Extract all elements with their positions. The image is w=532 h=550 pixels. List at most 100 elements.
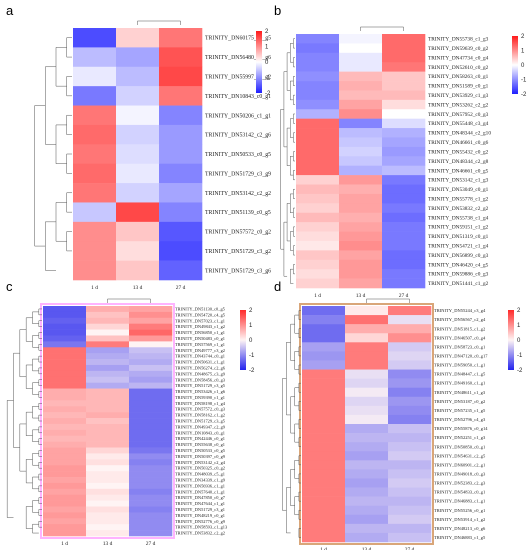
dendrogram-branch: [293, 264, 295, 275]
dendrogram-branch: [66, 192, 72, 213]
heatmap-cell: [382, 165, 426, 176]
heatmap-cell: [339, 52, 383, 63]
heatmap-cell: [339, 231, 383, 242]
row-label: TRINITY_DN55738_c1_g4: [428, 215, 489, 221]
dendrogram-branch: [298, 528, 301, 538]
heatmap-cell: [159, 47, 203, 68]
row-label: TRINITY_DN55432_c0_g2: [428, 149, 489, 155]
dendrogram-branch: [6, 400, 14, 518]
legend-tick-label: 2: [249, 308, 253, 314]
heatmap-cell: [302, 478, 346, 488]
heatmap-cell: [345, 424, 389, 434]
heatmap-cell: [43, 323, 87, 330]
heatmap-cell: [129, 530, 173, 537]
color-legend-bar: [256, 31, 262, 93]
legend-tick-label: 2: [521, 34, 525, 40]
dendrogram-branch: [32, 406, 39, 419]
row-label: TRINITY_DN58593_c1_g13: [175, 525, 228, 530]
row-label: TRINITY_DN52383_c2_g3: [434, 481, 486, 486]
dendrogram-branch: [32, 523, 39, 534]
heatmap-cell: [339, 250, 383, 261]
heatmap-cell: [129, 406, 173, 413]
heatmap-cell: [73, 163, 117, 184]
heatmap-cell: [129, 482, 173, 490]
heatmap-cell: [302, 424, 346, 434]
heatmap-cell: [345, 396, 389, 407]
heatmap-cell: [43, 512, 87, 519]
dendrogram-branch: [32, 335, 39, 348]
heatmap-cell: [43, 335, 87, 342]
heatmap-cell: [302, 324, 346, 334]
row-label: TRINITY_DN51139_c0_g5: [205, 210, 271, 216]
legend-tick-label: 0: [521, 63, 525, 69]
heatmap-cell: [345, 306, 389, 316]
heatmap-cell: [345, 514, 389, 525]
heatmap-cell: [382, 99, 426, 110]
heatmap-cell: [129, 435, 173, 442]
heatmap-cell: [345, 487, 389, 497]
row-label: TRINITY_DN10843_c0_g1: [205, 94, 271, 100]
heatmap-cell: [43, 530, 87, 537]
dendrogram-branch: [283, 221, 288, 277]
dendrogram-branch: [293, 151, 295, 162]
heatmap-cell: [43, 494, 87, 501]
row-label: TRINITY_DN51729_c3_g5: [175, 419, 226, 424]
heatmap-cell: [159, 144, 203, 164]
heatmap-cell: [86, 423, 130, 431]
heatmap-cell: [296, 109, 340, 119]
heatmap-cell: [296, 240, 340, 251]
column-label: 27 d: [399, 293, 409, 299]
heatmap-cell: [86, 453, 130, 460]
heatmap-cell: [296, 118, 340, 129]
heatmap-cell: [382, 43, 426, 54]
heatmap-cell: [129, 388, 173, 395]
row-label: TRINITY_DN55738_c1_g3: [428, 37, 489, 43]
heatmap-cell: [296, 269, 340, 279]
heatmap-cell: [159, 86, 203, 106]
heatmap-cell: [302, 487, 346, 497]
dendrogram-branch: [32, 382, 39, 395]
heatmap-cell: [86, 364, 130, 372]
heatmap-cell: [129, 471, 173, 478]
heatmap-cell: [345, 469, 389, 479]
heatmap-cell: [86, 506, 130, 513]
heatmap-cell: [86, 447, 130, 454]
row-label: TRINITY_DN57640_c1_g1: [175, 489, 225, 494]
heatmap-cell: [382, 137, 426, 148]
legend-tick-label: -1: [249, 353, 255, 359]
row-label: TRINITY_DN57572_c0_g2: [205, 230, 271, 236]
row-label: TRINITY_DN55997_c1_g2: [205, 74, 271, 80]
panel-b-label: b: [274, 3, 281, 18]
heatmap-cell: [388, 532, 432, 543]
row-label: TRINITY_DN50533_c0_g5: [175, 448, 226, 453]
heatmap-cell: [382, 128, 426, 138]
heatmap-cell: [86, 394, 130, 401]
dendrogram-branch: [298, 401, 301, 411]
dendrogram-branch: [286, 52, 291, 91]
heatmap-cell: [382, 240, 426, 251]
row-label: TRINITY_DN34339_c1_g9: [175, 478, 226, 483]
legend-tick-label: -1: [517, 353, 523, 359]
dendrogram-branch: [294, 423, 299, 443]
row-label: TRINITY_DN52610_c0_g2: [428, 65, 489, 71]
heatmap-cell: [339, 240, 383, 251]
heatmap-cell: [345, 496, 389, 506]
row-label: TRINITY_DN53832_c2_g2: [428, 206, 489, 212]
heatmap-cell: [296, 165, 340, 176]
row-label: TRINITY_DN48447_c1_g5: [434, 372, 486, 377]
dendrogram-branch: [290, 323, 295, 361]
column-dendrogram-branch: [360, 26, 404, 31]
panel-a-heatmap: TRINITY_DN60175_c0_g5 TRINITY_DN56480_c0_…: [34, 20, 271, 291]
legend-tick-label: -2: [517, 368, 523, 374]
heatmap-cell: [43, 441, 87, 448]
color-legend-bar: [508, 310, 514, 370]
row-label: TRINITY_DN53049_c0_g1: [428, 187, 489, 193]
heatmap-cell: [388, 324, 432, 334]
row-label: TRINITY_DN43744_c0_g1: [175, 354, 225, 359]
dendrogram-branch: [294, 496, 299, 516]
row-label: TRINITY_DN58162_c1_g2: [175, 413, 225, 418]
heatmap-cell: [86, 441, 130, 448]
heatmap-cell: [382, 222, 426, 232]
heatmap-cell: [43, 394, 87, 401]
